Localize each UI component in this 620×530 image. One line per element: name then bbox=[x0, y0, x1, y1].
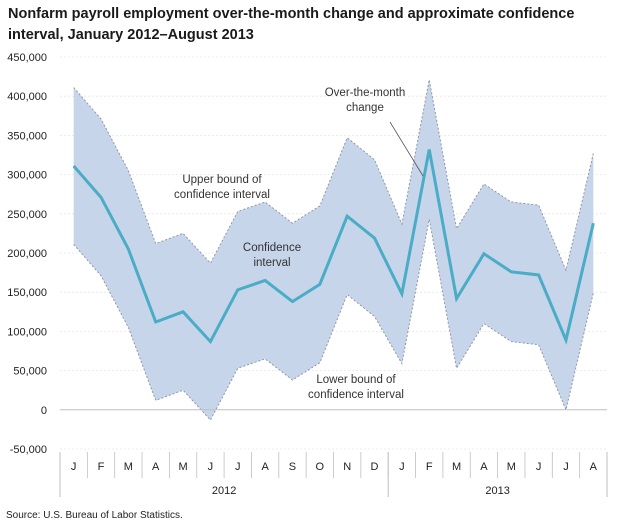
x-tick-label: M bbox=[507, 461, 516, 473]
y-tick-label: -50,000 bbox=[10, 444, 47, 456]
x-tick-label: A bbox=[480, 461, 488, 473]
x-tick-label: J bbox=[399, 461, 405, 473]
x-tick-label: M bbox=[124, 461, 133, 473]
y-tick-label: 300,000 bbox=[7, 170, 47, 182]
y-tick-label: 50,000 bbox=[13, 366, 47, 378]
x-tick-label: J bbox=[235, 461, 241, 473]
x-tick-label: F bbox=[98, 461, 105, 473]
x-tick-label: A bbox=[261, 461, 269, 473]
annotation-confidence-interval: Confidence interval bbox=[243, 242, 301, 269]
x-tick-label: J bbox=[563, 461, 569, 473]
x-tick-label: M bbox=[178, 461, 187, 473]
x-tick-label: J bbox=[71, 461, 77, 473]
x-tick-label: M bbox=[452, 461, 461, 473]
x-tick-label: D bbox=[371, 461, 379, 473]
x-tick-label: J bbox=[536, 461, 542, 473]
y-tick-label: 150,000 bbox=[7, 287, 47, 299]
annotation-lower-bound: Lower bound of confidence interval bbox=[308, 374, 404, 401]
y-tick-label: 250,000 bbox=[7, 209, 47, 221]
x-tick-label: A bbox=[590, 461, 598, 473]
source-note: Source: U.S. Bureau of Labor Statistics. bbox=[6, 510, 183, 521]
y-tick-label: 350,000 bbox=[7, 130, 47, 142]
x-tick-label: N bbox=[343, 461, 351, 473]
axis-layer: -50,000 0 50,000 100,000 150,000 200,000 250,0… bbox=[7, 52, 608, 497]
x-tick-label: O bbox=[316, 461, 325, 473]
chart-title: Nonfarm payroll employment over-the-mont… bbox=[8, 6, 575, 43]
x-tick-label: F bbox=[426, 461, 433, 473]
y-tick-label: 0 bbox=[41, 405, 47, 417]
annotation-upper-bound: Upper bound of confidence interval bbox=[174, 174, 270, 201]
y-tick-label: 400,000 bbox=[7, 91, 47, 103]
year-label: 2012 bbox=[212, 485, 236, 497]
over-the-month-change-line bbox=[72, 149, 595, 345]
x-tick-label: J bbox=[208, 461, 214, 473]
x-tick-label: S bbox=[289, 461, 296, 473]
y-tick-label: 100,000 bbox=[7, 326, 47, 338]
series-layer bbox=[72, 149, 595, 345]
year-label: 2013 bbox=[485, 485, 509, 497]
annotation-over-the-month-change: Over-the-month change bbox=[325, 87, 406, 114]
y-tick-label: 450,000 bbox=[7, 52, 47, 64]
annotation-layer: Over-the-month change Upper bound of confid… bbox=[174, 87, 424, 401]
annotation-leader-line bbox=[389, 121, 424, 177]
x-tick-label: A bbox=[152, 461, 160, 473]
y-tick-label: 200,000 bbox=[7, 248, 47, 260]
